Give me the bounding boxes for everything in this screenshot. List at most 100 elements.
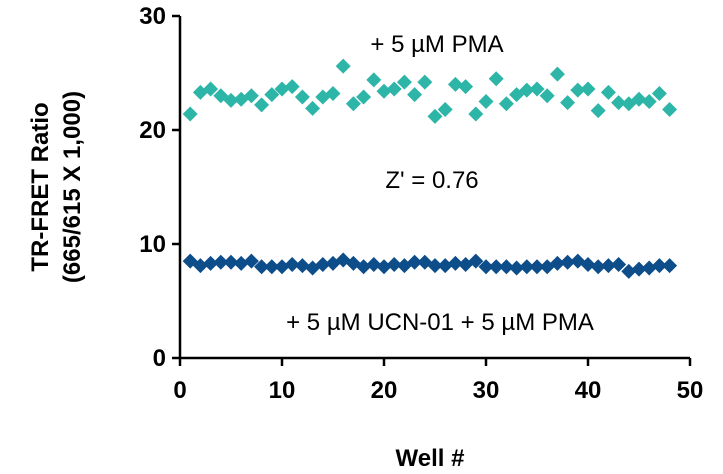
data-point-series-2 — [509, 260, 525, 276]
data-point-series-1 — [611, 95, 627, 111]
data-point-series-1 — [662, 101, 678, 117]
data-point-series-2 — [203, 255, 219, 271]
y-axis-title-line2: (665/615 X 1,000) — [59, 91, 86, 283]
data-point-series-1 — [580, 81, 596, 97]
data-point-series-1 — [590, 103, 606, 119]
data-point-series-1 — [376, 83, 392, 99]
data-point-series-1 — [243, 88, 259, 104]
x-tick-label: 30 — [473, 377, 500, 404]
data-point-series-2 — [498, 259, 514, 275]
data-point-series-1 — [539, 88, 555, 104]
data-point-series-1 — [519, 82, 535, 98]
data-point-series-1 — [203, 81, 219, 97]
data-point-series-1 — [437, 101, 453, 117]
y-tick-label: 10 — [139, 231, 166, 258]
data-point-series-2 — [478, 259, 494, 275]
data-point-series-1 — [458, 79, 474, 95]
data-point-series-2 — [264, 259, 280, 275]
x-tick-label: 20 — [371, 377, 398, 404]
data-point-series-1 — [488, 71, 504, 87]
y-axis-title-line1: TR-FRET Ratio — [27, 102, 54, 271]
data-point-series-2 — [376, 259, 392, 275]
data-point-series-1 — [468, 106, 484, 122]
data-point-series-2 — [407, 254, 423, 270]
data-point-series-2 — [529, 259, 545, 275]
y-tick-label: 20 — [139, 117, 166, 144]
data-point-series-2 — [641, 260, 657, 276]
x-tick-label: 10 — [269, 377, 296, 404]
data-point-series-1 — [570, 82, 586, 98]
data-point-series-2 — [386, 257, 402, 273]
data-point-series-1 — [254, 97, 270, 113]
y-tick-label: 0 — [153, 345, 166, 372]
data-point-series-1 — [549, 66, 565, 82]
data-point-series-1 — [560, 95, 576, 111]
data-point-series-1 — [396, 74, 412, 90]
data-point-series-2 — [356, 259, 372, 275]
annotation-z-prime: Z' = 0.76 — [385, 167, 478, 194]
data-point-series-2 — [447, 255, 463, 271]
data-point-series-2 — [580, 257, 596, 273]
annotation-bottom-label: + 5 µM UCN-01 + 5 µM PMA — [286, 309, 594, 336]
x-tick-label: 0 — [173, 377, 186, 404]
data-point-series-2 — [233, 255, 249, 271]
data-point-series-2 — [488, 259, 504, 275]
x-axis-title: Well # — [396, 445, 465, 472]
data-point-series-2 — [366, 257, 382, 273]
data-point-series-1 — [498, 96, 514, 112]
y-tick-label: 30 — [139, 3, 166, 30]
data-point-series-1 — [407, 87, 423, 103]
data-point-series-1 — [356, 89, 372, 105]
data-point-series-1 — [294, 89, 310, 105]
data-point-series-2 — [519, 259, 535, 275]
data-point-series-1 — [427, 108, 443, 124]
data-point-series-1 — [386, 81, 402, 97]
data-point-series-2 — [274, 259, 290, 275]
x-tick-label: 40 — [575, 377, 602, 404]
data-point-series-1 — [182, 106, 198, 122]
data-point-series-2 — [621, 263, 637, 279]
data-point-series-1 — [631, 91, 647, 107]
data-point-series-1 — [264, 87, 280, 103]
data-point-series-1 — [478, 94, 494, 109]
data-point-series-1 — [274, 81, 290, 97]
data-point-series-2 — [294, 258, 310, 274]
data-point-series-1 — [345, 96, 361, 112]
data-point-series-1 — [641, 94, 657, 109]
data-point-series-2 — [662, 258, 678, 274]
data-point-series-2 — [560, 254, 576, 270]
data-point-series-1 — [325, 86, 341, 102]
data-point-series-1 — [366, 72, 382, 88]
data-point-series-2 — [284, 257, 300, 273]
data-point-series-2 — [651, 258, 667, 274]
data-point-series-2 — [243, 253, 259, 269]
x-tick-label: 50 — [677, 377, 704, 404]
axes — [178, 16, 690, 360]
data-point-series-1 — [447, 76, 463, 92]
data-point-series-2 — [213, 254, 229, 270]
data-point-series-1 — [600, 84, 616, 100]
data-point-series-2 — [223, 254, 239, 270]
data-point-series-2 — [254, 259, 270, 275]
data-point-series-2 — [437, 258, 453, 274]
data-point-series-2 — [631, 261, 647, 277]
data-point-series-2 — [600, 258, 616, 274]
data-point-series-2 — [192, 258, 208, 274]
data-point-series-1 — [335, 58, 351, 74]
data-points — [182, 58, 678, 279]
data-point-series-2 — [611, 257, 627, 273]
data-point-series-1 — [223, 92, 239, 108]
data-point-series-1 — [417, 74, 433, 90]
data-point-series-1 — [305, 100, 321, 116]
data-point-series-1 — [651, 86, 667, 102]
data-point-series-2 — [315, 257, 331, 273]
data-point-series-1 — [529, 81, 545, 97]
annotation-top-label: + 5 µM PMA — [370, 31, 503, 58]
data-point-series-1 — [284, 79, 300, 95]
data-point-series-2 — [549, 255, 565, 271]
data-point-series-2 — [468, 253, 484, 269]
ticks: 0 10 20 30 40 50 0 10 20 30 — [139, 3, 703, 404]
data-point-series-2 — [427, 258, 443, 274]
data-point-series-2 — [590, 259, 606, 275]
